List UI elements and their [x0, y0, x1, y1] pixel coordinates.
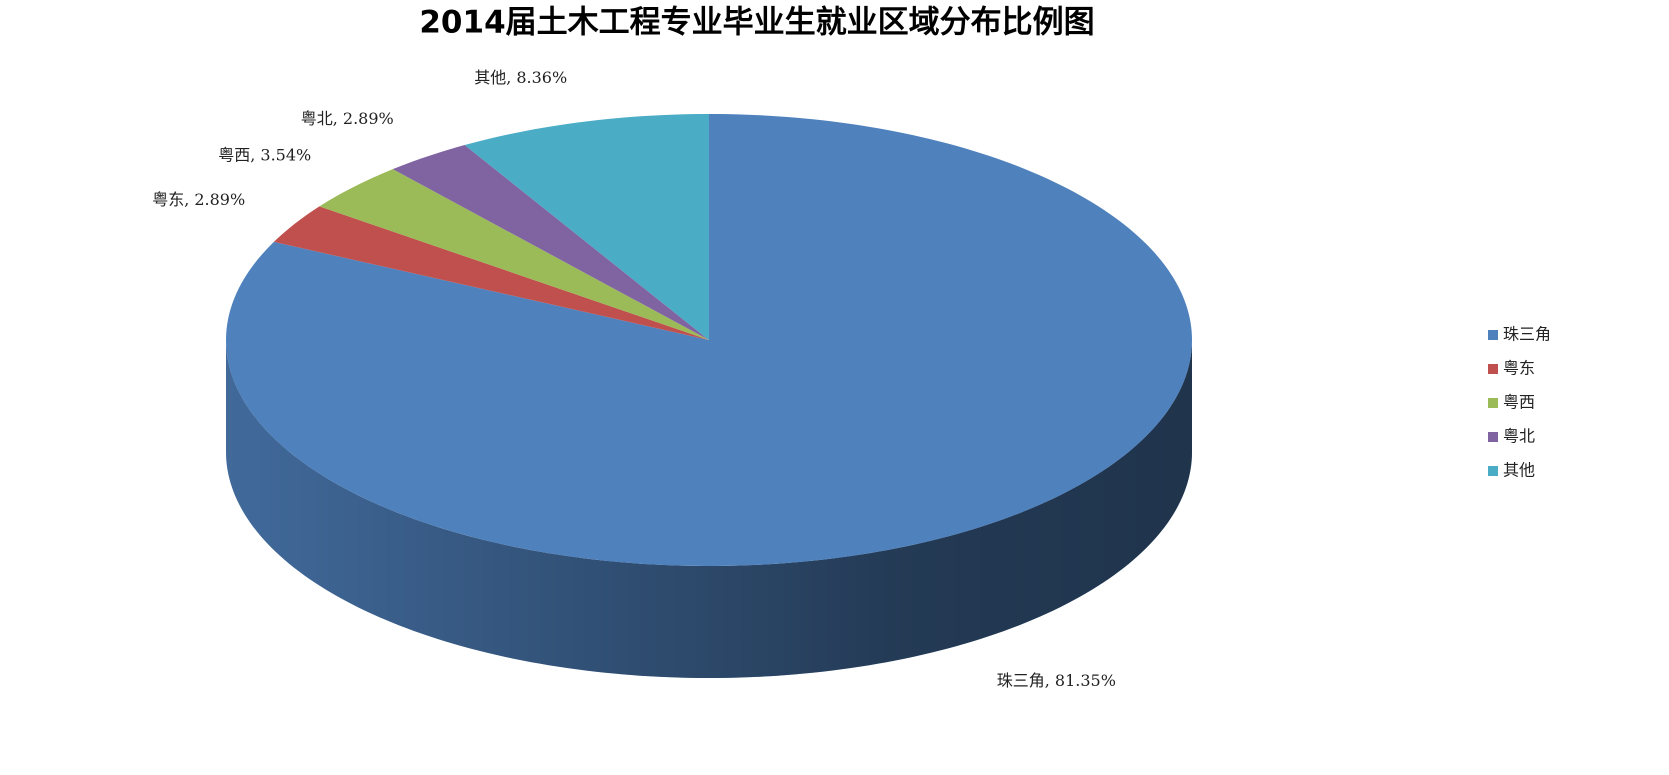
chart-title: 2014届土木工程专业毕业生就业区域分布比例图: [419, 5, 1094, 41]
legend-label: 粤西: [1503, 393, 1535, 412]
slice: [319, 169, 709, 340]
legend-label: 珠三角: [1503, 325, 1551, 344]
legend-swatch: [1488, 432, 1498, 442]
legend-swatch: [1488, 466, 1498, 476]
slice: [273, 206, 709, 340]
legend-label: 其他: [1503, 461, 1535, 480]
pie: 珠三角, 81.35% 粤东, 2.89% 粤西, 3.54% 粤北, 2.89% 其他…: [152, 68, 1192, 690]
slice-side-shade: [226, 340, 1192, 678]
legend-swatch: [1488, 364, 1498, 374]
data-label: 其他, 8.36%: [474, 68, 567, 87]
slice: [226, 114, 1192, 566]
legend-swatch: [1488, 398, 1498, 408]
data-label: 粤西, 3.54%: [218, 146, 311, 165]
legend-label: 粤北: [1503, 427, 1535, 446]
slice: [392, 145, 709, 340]
legend-swatch: [1488, 330, 1498, 340]
data-label: 珠三角, 81.35%: [997, 671, 1116, 690]
slice: [464, 114, 709, 340]
data-label: 粤北, 2.89%: [301, 109, 394, 128]
legend-label: 粤东: [1503, 359, 1535, 378]
data-label: 粤东, 2.89%: [152, 190, 245, 209]
